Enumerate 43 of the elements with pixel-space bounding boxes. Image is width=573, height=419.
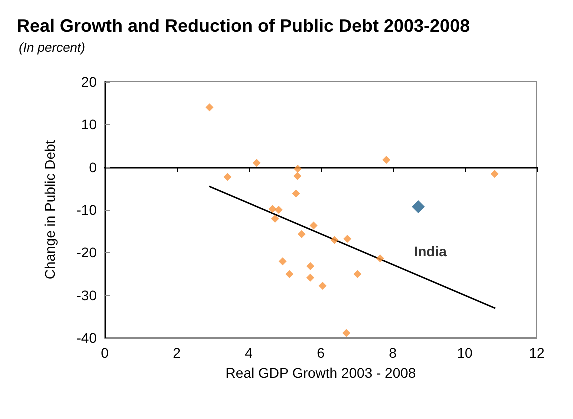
point [286,270,294,278]
point [376,254,384,263]
point [268,205,277,214]
point [206,104,214,112]
y-tick-label: -30 [76,287,98,304]
x-tick-label: 12 [529,345,545,361]
x-tick-label: 0 [101,345,110,361]
y-tick-label: 0 [89,159,98,176]
x-axis-title: Real GDP Growth 2003 - 2008 [226,365,416,381]
point [271,214,280,223]
x-tick-label: 8 [389,345,398,361]
point [330,236,339,244]
point [298,230,306,238]
point [292,190,300,198]
point [382,156,391,164]
text: India [414,244,448,260]
point [310,222,318,230]
point [306,262,315,270]
point [274,206,283,214]
point [344,235,352,244]
y-tick-label: 20 [81,74,98,90]
chart-subtitle: (In percent) [19,40,86,55]
point [490,170,499,178]
y-axis-title: Change in Public Debt [42,140,58,280]
y-tick-label: -40 [76,330,98,346]
x-tick-label: 4 [245,345,254,361]
point [318,282,327,290]
point [342,329,351,338]
point [252,159,261,168]
point [306,274,315,282]
point [412,200,426,214]
y-tick-label: -20 [76,244,98,261]
x-tick-label: 6 [317,345,326,361]
chart-title: Real Growth and Reduction of Public Debt 2003-2008 [17,16,470,36]
x-tick-label: 2 [173,345,182,361]
point [294,165,302,174]
point [354,270,362,278]
point [224,173,232,182]
point [294,172,302,180]
y-tick-label: 10 [81,116,98,133]
point [278,258,287,266]
y-tick-label: -10 [76,202,98,218]
x-tick-label: 10 [457,345,473,361]
